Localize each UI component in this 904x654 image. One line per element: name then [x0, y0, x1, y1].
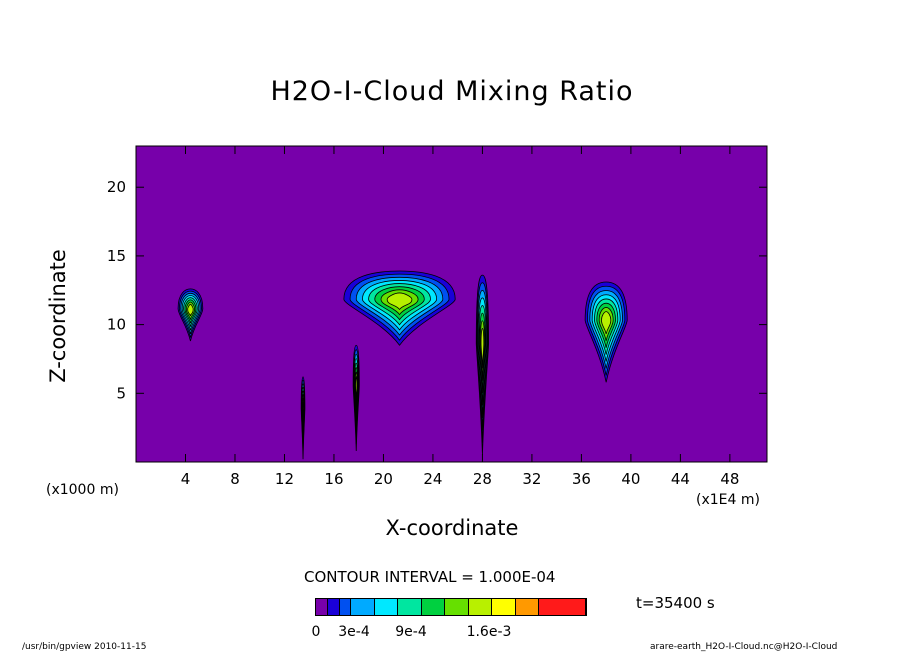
x-tick-label-28: 28 [473, 470, 492, 488]
colorbar-swatch-3 [351, 599, 375, 615]
cloud-2-level-8 [386, 292, 413, 311]
y-tick-label-20: 20 [107, 178, 126, 196]
colorbar-label-0: 0 [311, 624, 321, 640]
x-tick-label-20: 20 [374, 470, 393, 488]
colorbar-swatch-11 [539, 599, 587, 615]
plot-frame [135, 145, 768, 463]
colorbar-swatch-8 [468, 599, 493, 615]
x-tick-label-40: 40 [621, 470, 640, 488]
colorbar-swatch-9 [492, 599, 516, 615]
x-tick-label-4: 4 [181, 470, 191, 488]
y-tick-label-5: 5 [116, 384, 126, 402]
time-label: t=35400 s [636, 594, 715, 612]
x-unit-right: (x1E4 m) [696, 492, 760, 508]
plot-background [136, 146, 767, 462]
cloud-1-level-8 [187, 303, 194, 317]
x-tick-label-36: 36 [572, 470, 591, 488]
x-tick-label-16: 16 [324, 470, 343, 488]
x-tick-label-32: 32 [522, 470, 541, 488]
colorbar-swatch-7 [445, 599, 469, 615]
x-tick-label-48: 48 [720, 470, 739, 488]
cloud-4-level-8 [601, 311, 612, 335]
x-tick-label-8: 8 [230, 470, 240, 488]
y-tick-label-15: 15 [107, 247, 126, 265]
x-unit-left: (x1000 m) [46, 482, 119, 498]
colorbar-swatch-4 [374, 599, 399, 615]
colorbar-swatch-6 [421, 599, 446, 615]
column-2-level-8 [355, 376, 358, 401]
colorbar-swatch-2 [339, 599, 352, 615]
x-tick-label-24: 24 [423, 470, 442, 488]
chart-title: H2O-I-Cloud Mixing Ratio [270, 76, 634, 107]
column-1-level-8 [302, 400, 304, 420]
x-axis-label: X-coordinate [385, 516, 519, 540]
x-tick-label-44: 44 [671, 470, 690, 488]
x-tick-label-12: 12 [275, 470, 294, 488]
y-axis-label: Z-coordinate [46, 249, 70, 383]
footer-left: /usr/bin/gpview 2010-11-15 [22, 642, 147, 652]
footer-right: arare-earth_H2O-I-Cloud.nc@H2O-I-Cloud [650, 642, 838, 652]
colorbar-swatch-1 [327, 599, 340, 615]
contour-interval: CONTOUR INTERVAL = 1.000E-04 [304, 568, 556, 586]
colorbar-swatch-10 [515, 599, 540, 615]
cloud-3-level-8 [480, 327, 485, 369]
colorbar-swatch-0 [316, 599, 328, 615]
colorbar-swatch-5 [398, 599, 422, 615]
colorbar [315, 598, 587, 616]
colorbar-label-3: 1.6e-3 [466, 624, 512, 640]
y-tick-label-10: 10 [107, 316, 126, 334]
colorbar-label-1: 3e-4 [338, 624, 370, 640]
colorbar-label-2: 9e-4 [395, 624, 427, 640]
